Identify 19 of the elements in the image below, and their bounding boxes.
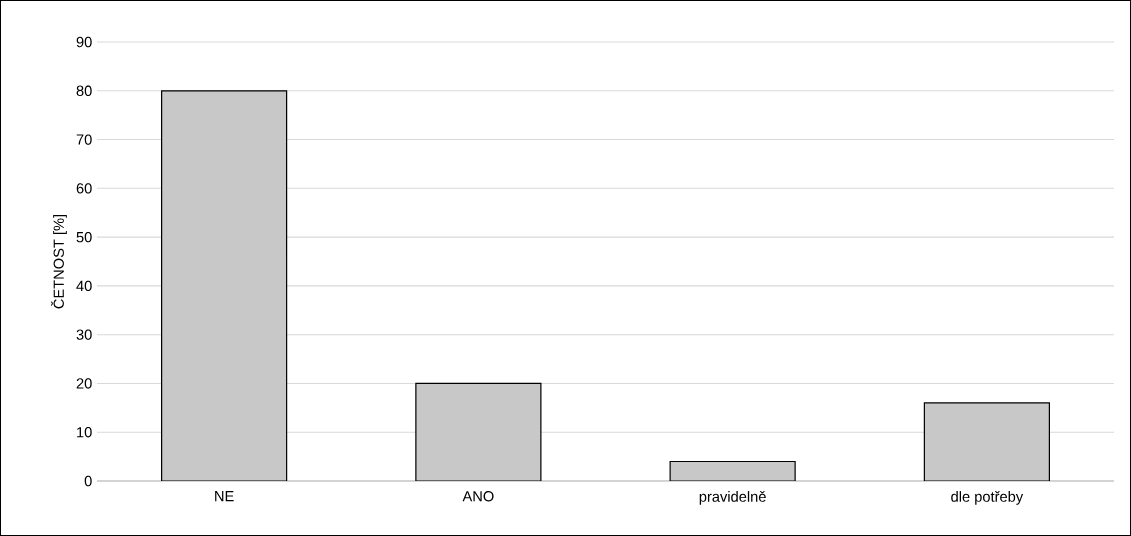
y-tick-label: 30 <box>76 329 92 340</box>
bar <box>415 382 542 481</box>
y-tick-label: 90 <box>76 36 92 48</box>
y-tick-label: 20 <box>76 378 92 389</box>
y-tick-label: 50 <box>76 231 92 243</box>
x-tick-label: ANO <box>462 491 494 502</box>
y-tick-label: 60 <box>76 183 92 194</box>
y-tick-label: 70 <box>76 134 92 145</box>
x-tick-label: pravidelně <box>699 491 766 505</box>
x-tick-label: dle potřeby <box>951 491 1024 505</box>
y-tick-label: 0 <box>84 475 92 487</box>
bar <box>669 460 796 481</box>
y-tick-label: 80 <box>76 85 92 96</box>
y-axis-title: ČETNOST [%] <box>50 214 67 309</box>
y-tick-label: 40 <box>76 280 92 292</box>
bar <box>923 402 1050 481</box>
bar <box>161 90 288 481</box>
y-tick-label: 10 <box>77 427 92 438</box>
x-tick-label: NE <box>215 491 234 502</box>
